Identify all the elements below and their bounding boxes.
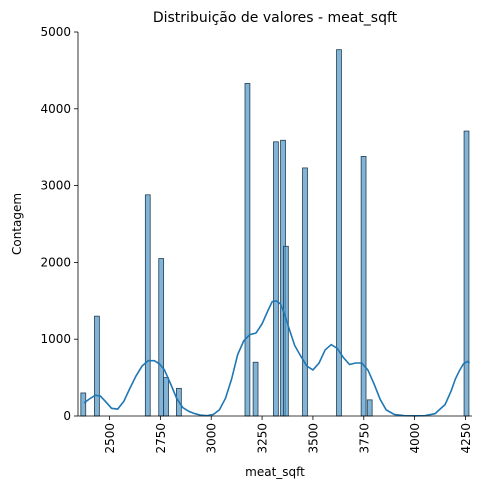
histogram-bar-4 xyxy=(163,377,169,417)
y-tick-label: 0 xyxy=(63,409,71,423)
histogram-bar-11 xyxy=(302,167,308,417)
histogram-bar-3 xyxy=(158,258,165,417)
y-tick-label: 2000 xyxy=(40,255,71,269)
x-tick-label: 2750 xyxy=(154,423,168,454)
x-axis-label: meat_sqft xyxy=(245,465,305,479)
histogram-bar-2 xyxy=(144,194,151,417)
x-tick-label: 3500 xyxy=(306,423,320,454)
x-tick-label: 3750 xyxy=(357,423,371,454)
histogram-bar-1 xyxy=(94,315,100,417)
chart-title: Distribuição de valores - meat_sqft xyxy=(153,10,398,26)
histogram-bar-14 xyxy=(366,399,373,417)
bars-layer xyxy=(80,49,470,417)
x-tick-label: 3250 xyxy=(256,423,270,454)
kde-curve xyxy=(83,299,471,417)
x-tick-label: 4250 xyxy=(459,423,473,454)
y-axis-label: Contagem xyxy=(10,193,24,255)
histogram-bar-12 xyxy=(336,49,342,417)
histogram-bar-8 xyxy=(273,141,279,417)
x-tick-label: 2500 xyxy=(103,423,117,454)
x-tick-label: 4000 xyxy=(408,423,422,454)
histogram-bar-15 xyxy=(463,130,470,417)
x-tick-label: 3000 xyxy=(205,423,219,454)
y-tick-label: 4000 xyxy=(40,102,71,116)
histogram-bar-6 xyxy=(244,83,251,417)
histogram-bar-0 xyxy=(80,392,87,417)
y-tick-label: 5000 xyxy=(40,25,71,39)
histogram-bar-10 xyxy=(283,245,289,417)
histogram-bar-7 xyxy=(252,361,259,417)
histogram-bar-13 xyxy=(360,156,367,417)
y-tick-label: 3000 xyxy=(40,179,71,193)
y-tick-label: 1000 xyxy=(40,332,71,346)
y-ticks: 0 1000 2000 3000 4000 5000 xyxy=(40,25,78,423)
x-ticks: 2500 2750 3000 3250 3500 3750 4000 4250 xyxy=(103,416,473,454)
